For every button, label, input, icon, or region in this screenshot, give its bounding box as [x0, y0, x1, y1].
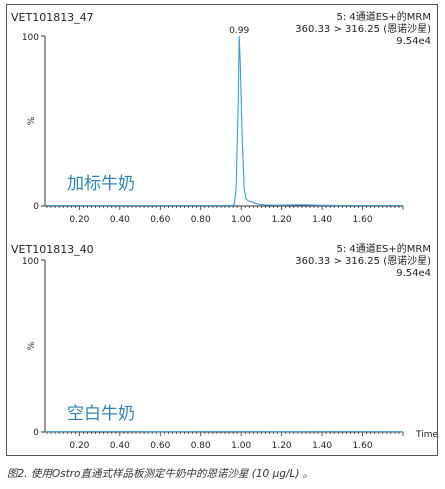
panel1-x-tick-label-1: 0.20: [69, 215, 89, 225]
panel1-y-axis-label: %: [27, 116, 37, 125]
panel2-x-tick-label-5: 1.00: [231, 441, 251, 451]
panel1-header-line-3: 9.54e4: [396, 36, 431, 47]
panel2-annotation: 空白牛奶: [67, 404, 135, 424]
panel1-x-tick-label-2: 0.40: [110, 215, 130, 225]
panel2-x-tick-label-2: 0.40: [110, 441, 130, 451]
panel1-x-tick-label-5: 1.00: [231, 215, 251, 225]
panel1-x-tick-label-6: 1.20: [272, 215, 292, 225]
panel2-x-tick-label-4: 0.80: [191, 441, 211, 451]
panel2-header-line-2: 360.33 > 316.25 (恩诺沙星): [295, 255, 431, 267]
panel2-y-axis-label: %: [27, 341, 37, 350]
panel1-series-line-1: [45, 35, 403, 207]
panel1-header-line-1: 5: 4通道ES+的MRM: [336, 10, 431, 23]
panel1-x-tick-label-7: 1.40: [312, 215, 332, 225]
panel2-x-axis-label: Time: [415, 430, 437, 440]
panel1-header-line-2: 360.33 > 316.25 (恩诺沙星): [295, 23, 431, 35]
panel1-sample-id: VET101813_47: [11, 11, 94, 24]
panel1-y-tick-label-100: 100: [22, 33, 39, 43]
panel1-peak-label: 0.99: [229, 26, 249, 36]
panel2-x-tick-label-7: 1.40: [312, 441, 332, 451]
panel2-x-tick-label-1: 0.20: [69, 441, 89, 451]
panel2-y-tick-label-0: 0: [33, 428, 39, 438]
panel2-x-tick-label-8: 1.60: [353, 441, 373, 451]
panel2-x-tick-label-3: 0.60: [150, 441, 170, 451]
figure-caption: 图2. 使用Ostro直通式样品板测定牛奶中的恩诺沙星 (10 µg/L) 。: [7, 468, 314, 480]
panel2-y-tick-label-100: 100: [22, 257, 39, 267]
chart-frame: VET101813_47 5: 4通道ES+的MRM 360.33 > 316.25…: [6, 4, 438, 456]
panel2-x-tick-label-6: 1.20: [272, 441, 292, 451]
panel1-x-tick-label-4: 0.80: [191, 215, 211, 225]
panel1-y-tick-label-0: 0: [33, 202, 39, 212]
panel2-header-line-1: 5: 4通道ES+的MRM: [336, 242, 431, 255]
panel2-sample-id: VET101813_40: [11, 243, 94, 256]
panel2-header-line-3: 9.54e4: [396, 268, 431, 279]
panel1-x-tick-label-8: 1.60: [353, 215, 373, 225]
panel1-x-tick-label-3: 0.60: [150, 215, 170, 225]
panel1-annotation: 加标牛奶: [67, 174, 135, 194]
